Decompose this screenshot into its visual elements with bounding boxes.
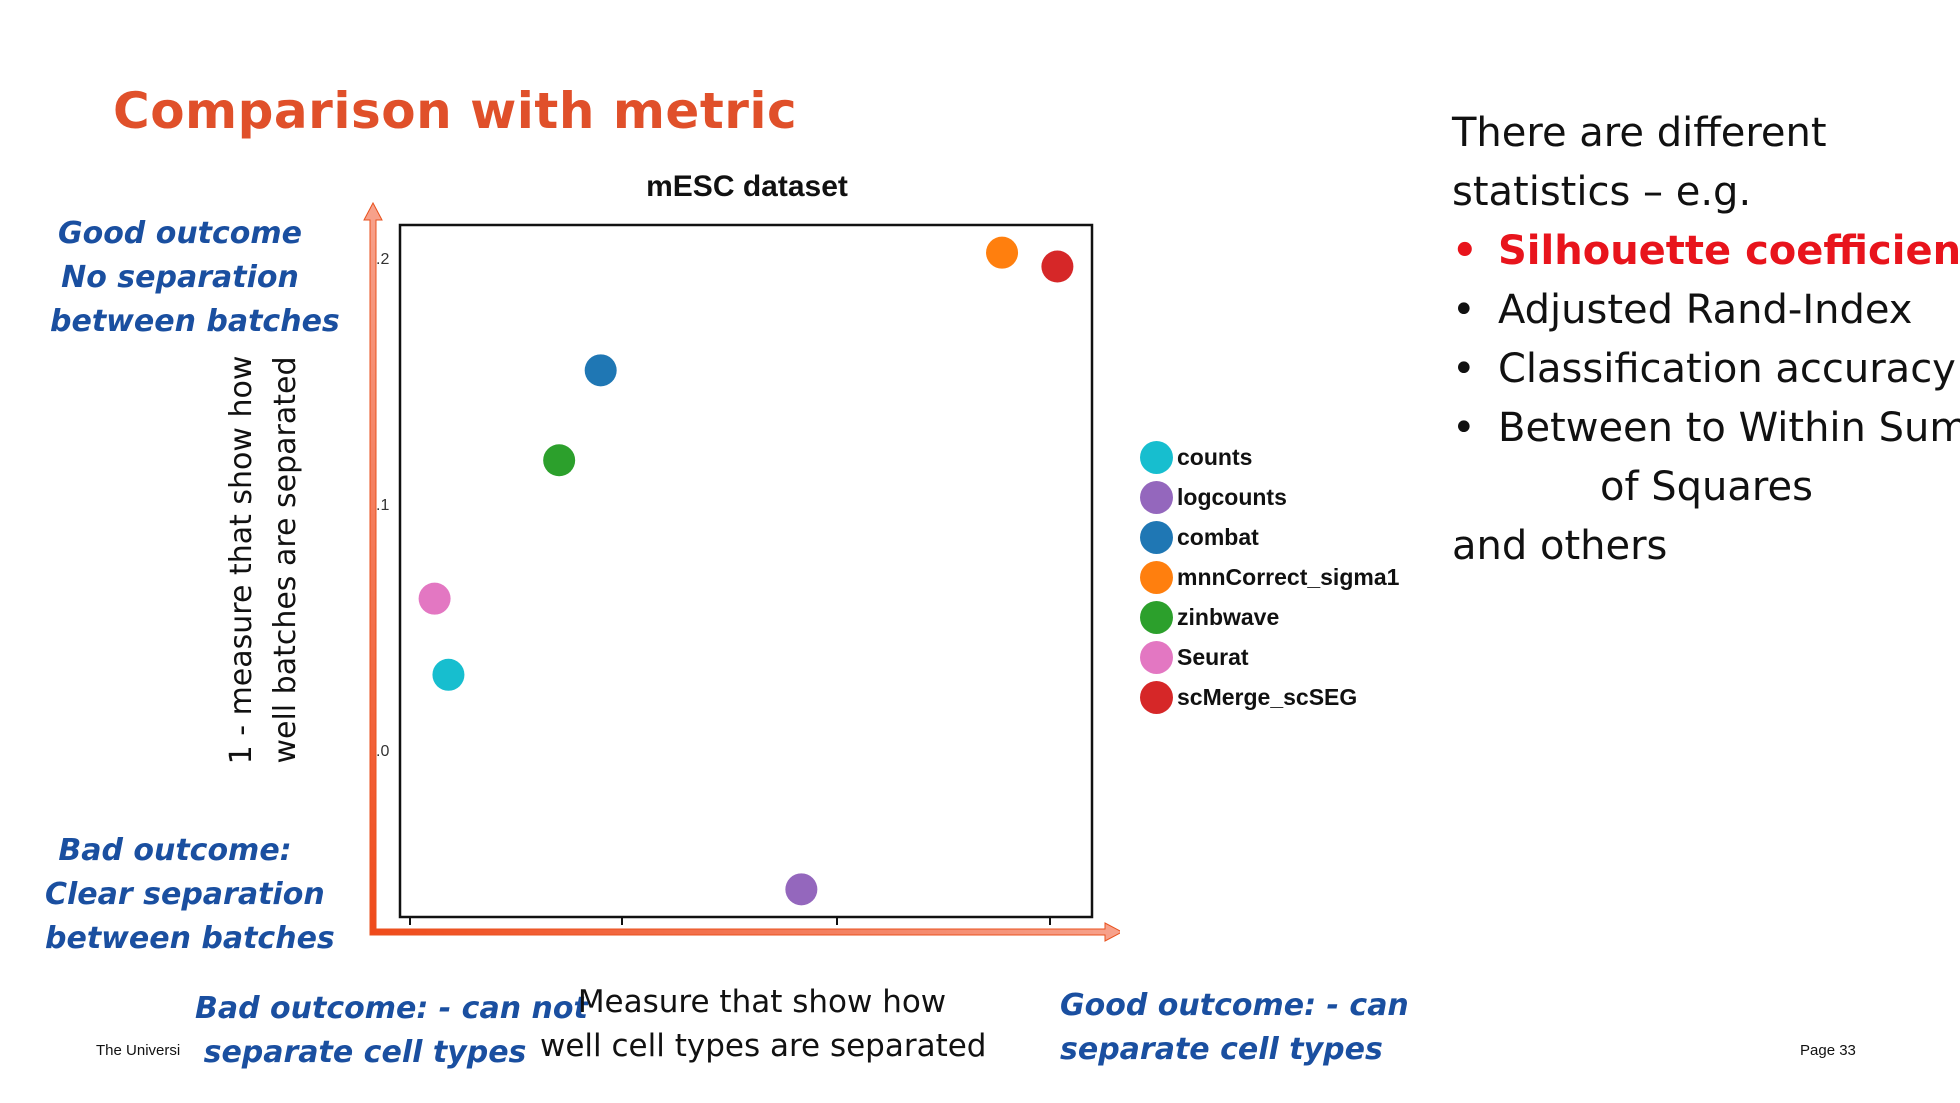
note-line: Clear separation bbox=[45, 877, 325, 912]
note-line: between batches bbox=[50, 304, 340, 339]
legend-item: combat bbox=[1140, 517, 1399, 557]
y-desc-line: 1 - measure that show how bbox=[224, 355, 259, 765]
y-tick-label: .0 bbox=[376, 743, 389, 760]
legend-marker-icon bbox=[1140, 680, 1173, 714]
bullet-text: Classification accuracy bbox=[1498, 346, 1956, 392]
legend-marker-icon bbox=[1140, 520, 1173, 554]
note-line: Good outcome: - can bbox=[1060, 988, 1409, 1023]
legend-marker-icon bbox=[1140, 480, 1173, 514]
legend-label: counts bbox=[1177, 443, 1253, 470]
legend-marker-icon bbox=[1140, 640, 1173, 674]
metric-bullet-list: • Silhouette coefficients • Adjusted Rand-I… bbox=[1452, 222, 1960, 458]
bullet-text: Adjusted Rand-Index bbox=[1498, 287, 1913, 333]
plot-frame bbox=[398, 223, 1094, 919]
good-outcome-y-note: Good outcome No separation between batch… bbox=[50, 212, 340, 344]
y-desc-line: well batches are separated bbox=[268, 356, 303, 764]
good-outcome-x-note: Good outcome: - can separate cell types bbox=[1060, 984, 1409, 1072]
point-combat bbox=[584, 354, 617, 387]
scatter-chart: mESC dataset .2 .1 .0 bbox=[363, 170, 1120, 942]
legend-item: logcounts bbox=[1140, 477, 1399, 517]
y-axis-description: 1 - measure that show how well batches a… bbox=[220, 320, 308, 800]
metric-bullet: • Between to Within Sum bbox=[1452, 399, 1960, 458]
legend-label: logcounts bbox=[1177, 483, 1287, 510]
point-zinbwave bbox=[543, 444, 576, 477]
outro-line: and others bbox=[1452, 523, 1668, 569]
page-number: Page 33 bbox=[1800, 1042, 1856, 1059]
y-tick-label: .2 bbox=[376, 251, 389, 268]
metric-bullet: • Adjusted Rand-Index bbox=[1452, 281, 1960, 340]
note-line: between batches bbox=[45, 921, 335, 956]
footer-institution: The Universi bbox=[96, 1042, 181, 1059]
legend-marker-icon bbox=[1140, 440, 1173, 474]
legend-label: zinbwave bbox=[1177, 603, 1280, 630]
x-axis-description: Measure that show how well cell types ar… bbox=[540, 980, 987, 1068]
legend-item: counts bbox=[1140, 437, 1399, 477]
metric-bullet: • Classification accuracy bbox=[1452, 340, 1960, 399]
intro-line: statistics – e.g. bbox=[1452, 169, 1752, 215]
bullet-continuation: of Squares bbox=[1600, 464, 1813, 510]
note-line: Bad outcome: - can not bbox=[195, 991, 588, 1026]
bad-outcome-x-note: Bad outcome: - can not separate cell typ… bbox=[195, 987, 588, 1075]
legend-item: Seurat bbox=[1140, 637, 1399, 677]
bullet-text: Between to Within Sum bbox=[1498, 405, 1960, 451]
legend-marker-icon bbox=[1140, 560, 1173, 594]
metric-bullet: • Silhouette coefficients bbox=[1452, 222, 1960, 281]
legend-item: mnnCorrect_sigma1 bbox=[1140, 557, 1399, 597]
slide-title: Comparison with metric bbox=[113, 82, 798, 140]
note-line: separate cell types bbox=[1060, 1032, 1383, 1067]
bad-outcome-y-note: Bad outcome: Clear separation between ba… bbox=[45, 829, 335, 961]
metrics-panel: There are different statistics – e.g. • S… bbox=[1452, 104, 1960, 576]
chart-title: mESC dataset bbox=[646, 170, 848, 203]
point-Seurat bbox=[418, 582, 451, 615]
y-outcome-arrow bbox=[363, 201, 383, 936]
bullet-dot-icon: • bbox=[1452, 228, 1478, 274]
x-desc-line: well cell types are separated bbox=[540, 1028, 987, 1064]
y-tick-label: .1 bbox=[376, 497, 389, 514]
bullet-dot-icon: • bbox=[1452, 346, 1476, 392]
note-line: separate cell types bbox=[203, 1035, 527, 1070]
bullet-dot-icon: • bbox=[1452, 287, 1476, 333]
legend-label: mnnCorrect_sigma1 bbox=[1177, 563, 1400, 590]
point-scMerge_scSEG bbox=[1041, 250, 1074, 283]
legend-label: Seurat bbox=[1177, 643, 1249, 670]
note-line: No separation bbox=[61, 260, 299, 295]
point-mnnCorrect_sigma1 bbox=[986, 236, 1019, 269]
bullet-dot-icon: • bbox=[1452, 405, 1476, 451]
legend-marker-icon bbox=[1140, 600, 1173, 634]
point-counts bbox=[432, 658, 465, 691]
x-desc-line: Measure that show how bbox=[577, 984, 947, 1020]
bullet-text: Silhouette coefficients bbox=[1498, 228, 1960, 274]
legend-label: scMerge_scSEG bbox=[1177, 683, 1358, 710]
note-line: Good outcome bbox=[57, 216, 303, 251]
legend-item: zinbwave bbox=[1140, 597, 1399, 637]
point-logcounts bbox=[785, 873, 818, 906]
note-line: Bad outcome: bbox=[58, 833, 292, 868]
intro-line: There are different bbox=[1452, 110, 1827, 156]
legend-item: scMerge_scSEG bbox=[1140, 677, 1399, 717]
x-outcome-arrow bbox=[369, 922, 1120, 942]
legend-label: combat bbox=[1177, 523, 1259, 550]
